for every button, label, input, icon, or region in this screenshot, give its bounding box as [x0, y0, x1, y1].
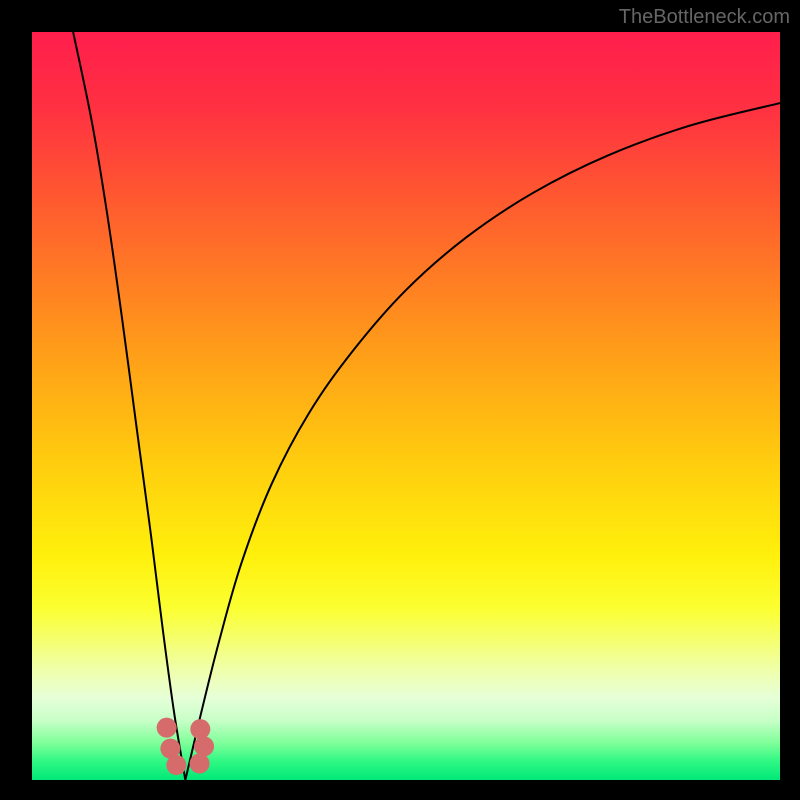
marker-point: [190, 719, 210, 739]
marker-point: [190, 754, 210, 774]
chart-svg: [0, 0, 800, 800]
attribution-text: TheBottleneck.com: [619, 6, 790, 29]
marker-point: [166, 755, 186, 775]
chart-container: TheBottleneck.com: [0, 0, 800, 800]
plot-background: [32, 32, 780, 780]
marker-point: [157, 718, 177, 738]
marker-point: [194, 736, 214, 756]
